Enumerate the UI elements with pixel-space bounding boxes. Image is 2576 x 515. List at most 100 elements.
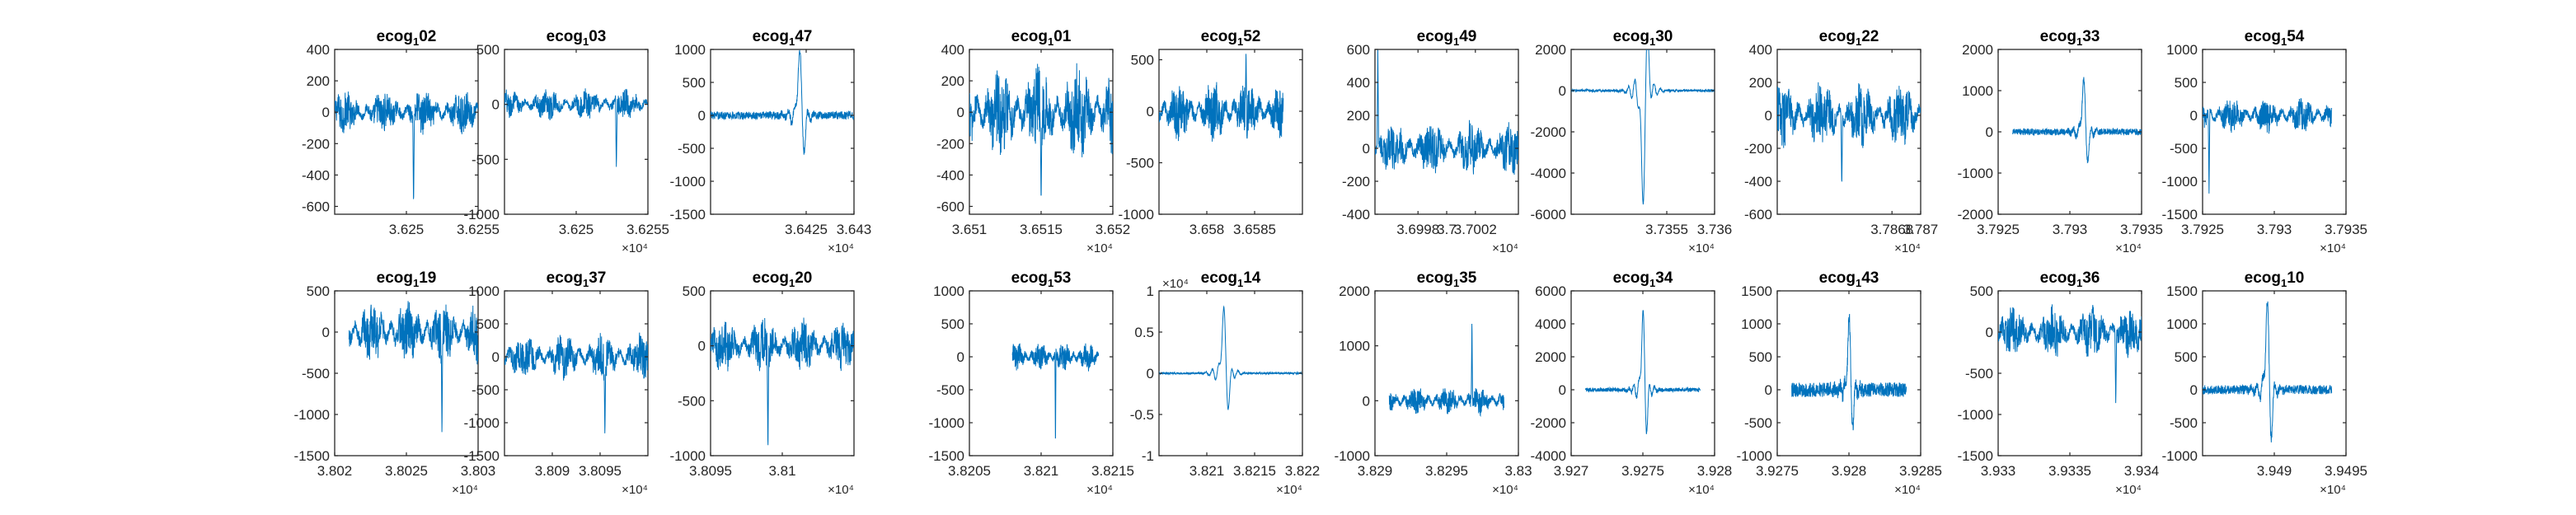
- y-tick-label: -500: [472, 382, 500, 398]
- x-tick-label: 3.7935: [2325, 222, 2367, 237]
- y-tick-label: 200: [307, 73, 330, 89]
- y-tick-label: 200: [941, 73, 964, 89]
- y-tick-label: 0: [492, 97, 500, 113]
- x-exponent-label: ×10⁴: [1492, 483, 1518, 497]
- x-tick-label: 3.928: [1832, 463, 1867, 479]
- axes-box: [1374, 290, 1519, 456]
- axes-box: [1997, 290, 2142, 456]
- title-subscript: 1: [1048, 35, 1053, 48]
- y-tick-label: -2000: [1531, 124, 1566, 140]
- y-tick-label: 0: [1765, 382, 1772, 398]
- title-subscript: 1: [2281, 35, 2287, 48]
- y-tick-label: 500: [683, 75, 706, 91]
- y-tick-label: -2000: [1531, 415, 1566, 431]
- x-tick-label: 3.821: [1189, 463, 1225, 479]
- subplot-title: ecog133: [2040, 28, 2100, 48]
- y-tick-label: -400: [1744, 174, 1772, 190]
- x-tick-label: 3.6255: [626, 222, 669, 237]
- y-tick-label: 400: [941, 42, 964, 58]
- x-tick-label: 3.822: [1285, 463, 1321, 479]
- x-tick-label: 3.8095: [579, 463, 622, 479]
- title-suffix: 43: [1861, 269, 1879, 287]
- x-tick-label: 3.625: [559, 222, 594, 237]
- x-exponent-label: ×10⁴: [1276, 483, 1302, 497]
- signal-trace: [1388, 324, 1505, 418]
- signal-trace: [711, 49, 854, 155]
- title-subscript: 1: [2281, 277, 2287, 289]
- y-tick-label: 2000: [1535, 349, 1566, 365]
- x-tick-label: 3.658: [1189, 222, 1225, 237]
- y-tick-label: 0: [2190, 382, 2198, 398]
- subplot-ecog-35: -1000 0 1000 2000 3.829 3.8295 3.83 ×10⁴ ecog135: [1335, 269, 1532, 497]
- x-tick-label: 3.83: [1504, 463, 1532, 479]
- axes-box: [969, 290, 1114, 456]
- title-base: ecog: [1417, 269, 1453, 287]
- y-tick-label: 0: [698, 108, 706, 124]
- x-tick-label: 3.829: [1358, 463, 1393, 479]
- y-tick-label: -500: [302, 366, 330, 382]
- x-tick-label: 3.6425: [785, 222, 828, 237]
- y-tick-label: 0: [1363, 393, 1370, 409]
- y-tick-label: 200: [1347, 108, 1370, 124]
- x-tick-label: 3.6998: [1396, 222, 1439, 237]
- subplot-ecog-03: -1000 -500 0 500 3.625 3.6255 ×10⁴ ecog103: [464, 28, 669, 255]
- x-tick-label: 3.7925: [2181, 222, 2224, 237]
- y-tick-label: 400: [1347, 75, 1370, 91]
- subplot-title: ecog143: [1819, 269, 1879, 289]
- title-subscript: 1: [1856, 35, 1861, 48]
- subplot-title: ecog136: [2040, 269, 2100, 289]
- x-exponent-label: ×10⁴: [828, 241, 854, 255]
- subplot-title: ecog114: [1201, 269, 1261, 289]
- y-tick-label: 500: [2175, 75, 2198, 91]
- y-tick-label: -1500: [2162, 207, 2198, 222]
- x-tick-label: 3.643: [837, 222, 872, 237]
- subplot-title: ecog154: [2245, 28, 2305, 48]
- title-suffix: 19: [419, 269, 436, 287]
- title-suffix: 02: [419, 28, 436, 45]
- y-tick-label: 0: [322, 325, 330, 340]
- x-tick-label: 3.809: [535, 463, 570, 479]
- y-tick-label: 1000: [1339, 339, 1370, 354]
- x-tick-label: 3.7355: [1645, 222, 1688, 237]
- y-tick-label: 1500: [2166, 283, 2198, 299]
- y-exponent-label: ×10⁴: [1162, 277, 1189, 291]
- x-tick-label: 3.793: [2053, 222, 2088, 237]
- x-tick-label: 3.736: [1697, 222, 1733, 237]
- title-suffix: 47: [795, 28, 812, 45]
- y-tick-label: 400: [1749, 42, 1772, 58]
- title-base: ecog: [1417, 28, 1453, 45]
- title-base: ecog: [1819, 269, 1856, 287]
- x-tick-label: 3.651: [952, 222, 988, 237]
- y-tick-label: -6000: [1531, 207, 1566, 222]
- axes-box: [710, 290, 855, 456]
- subplot-ecog-01: -600 -400 -200 0 200 400 3.651 3.6515 3.652 ×10⁴ e…: [936, 28, 1130, 255]
- signal-trace: [1159, 305, 1302, 410]
- y-tick-label: -200: [302, 136, 330, 152]
- signal-trace: [504, 332, 648, 433]
- x-tick-label: 3.9335: [2048, 463, 2091, 479]
- y-tick-label: 0: [1147, 104, 1154, 119]
- subplot-title: ecog119: [377, 269, 437, 289]
- axes-box: [2202, 290, 2347, 456]
- y-tick-label: -500: [2170, 141, 2198, 157]
- title-base: ecog: [2040, 269, 2076, 287]
- y-tick-label: -600: [1744, 207, 1772, 222]
- y-tick-label: -4000: [1531, 448, 1566, 464]
- y-tick-label: -600: [302, 199, 330, 214]
- title-suffix: 54: [2287, 28, 2305, 45]
- y-tick-label: -1000: [1958, 166, 1993, 181]
- title-suffix: 20: [795, 269, 812, 287]
- title-subscript: 1: [413, 277, 419, 289]
- axes-box: [504, 49, 649, 215]
- title-suffix: 30: [1655, 28, 1673, 45]
- title-suffix: 35: [1459, 269, 1477, 287]
- y-tick-label: 6000: [1535, 283, 1566, 299]
- y-tick-label: 0: [1986, 124, 1993, 140]
- y-tick-label: 0: [698, 339, 706, 354]
- title-subscript: 1: [1649, 35, 1655, 48]
- x-exponent-label: ×10⁴: [1492, 241, 1518, 255]
- y-tick-label: -500: [936, 382, 964, 398]
- title-suffix: 36: [2082, 269, 2100, 287]
- x-tick-label: 3.8215: [1233, 463, 1276, 479]
